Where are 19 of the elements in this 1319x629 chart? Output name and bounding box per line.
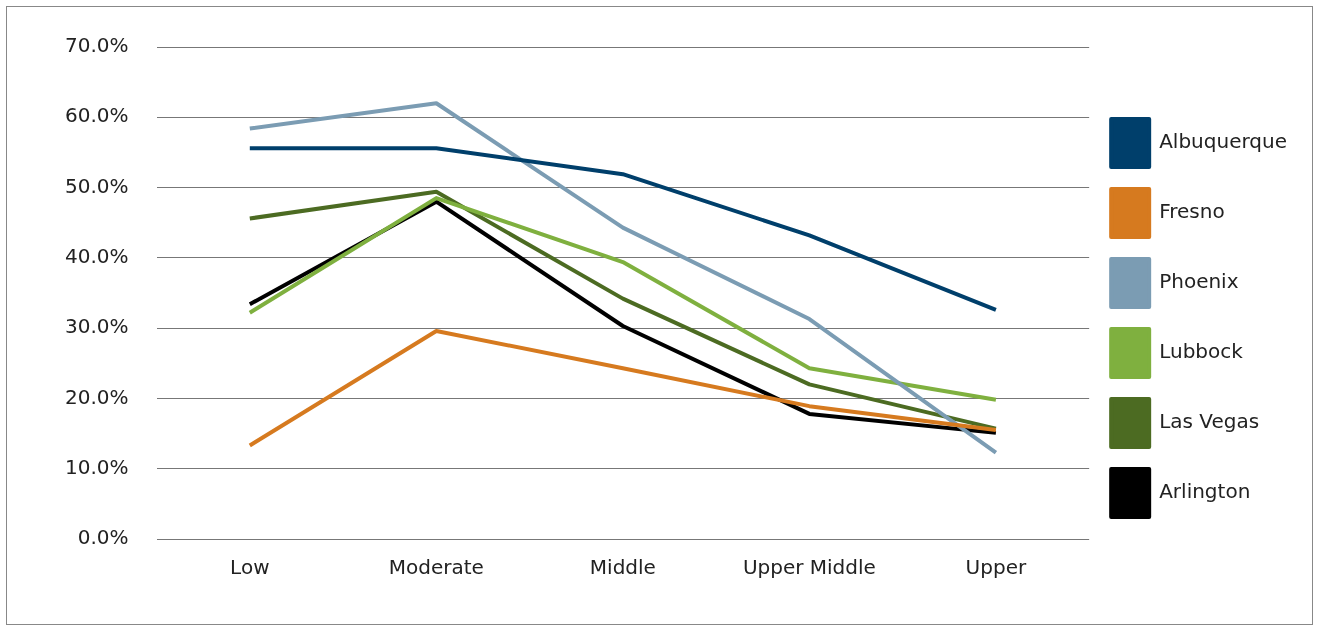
x-tick-label: Moderate xyxy=(388,555,484,580)
x-tick-label: Upper Middle xyxy=(742,555,876,580)
y-tick-label: 0.0% xyxy=(77,525,129,550)
y-tick-label: 30.0% xyxy=(64,314,129,339)
legend-label: Lubbock xyxy=(1159,339,1244,364)
y-tick-label: 50.0% xyxy=(64,173,129,198)
x-tick-label: Middle xyxy=(589,555,656,580)
y-tick-label: 40.0% xyxy=(64,244,129,269)
legend-label: Albuquerque xyxy=(1159,129,1288,154)
x-tick-label: Low xyxy=(230,555,270,580)
legend-label: Fresno xyxy=(1159,199,1225,224)
y-tick-label: 10.0% xyxy=(64,454,129,479)
y-tick-label: 20.0% xyxy=(64,384,129,409)
x-tick-label: Upper xyxy=(965,555,1027,580)
y-tick-label: 60.0% xyxy=(64,103,129,128)
y-tick-label: 70.0% xyxy=(64,33,129,58)
legend-label: Arlington xyxy=(1159,479,1251,504)
legend-label: Phoenix xyxy=(1159,269,1239,294)
legend-label: Las Vegas xyxy=(1159,409,1260,434)
